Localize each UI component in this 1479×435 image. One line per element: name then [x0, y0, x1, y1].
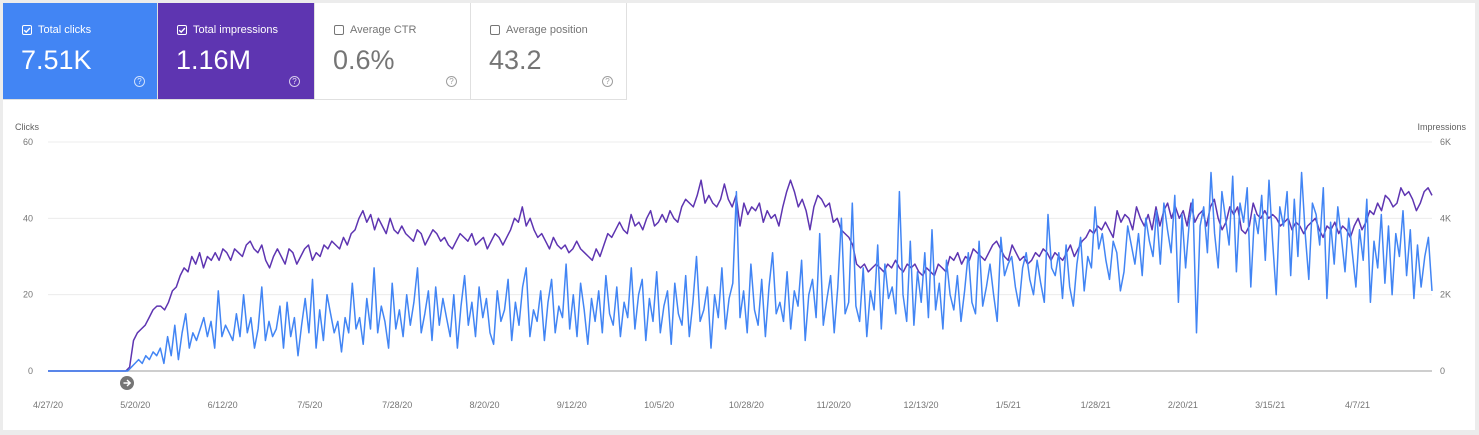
left-tick-label: 40 — [23, 213, 33, 223]
right-axis-title: Impressions — [1417, 122, 1466, 132]
x-tick-label: 6/12/20 — [208, 400, 238, 410]
x-tick-label: 3/15/21 — [1255, 400, 1285, 410]
total-clicks-checkbox[interactable] — [22, 25, 32, 35]
average-position-checkbox[interactable] — [490, 25, 500, 35]
series-line-clicks — [48, 171, 1433, 372]
x-tick-label: 4/7/21 — [1345, 400, 1370, 410]
arrow-right-icon[interactable] — [120, 376, 134, 390]
average-ctr-label: Average CTR — [350, 24, 417, 36]
right-tick-label: 6K — [1440, 137, 1451, 147]
total-impressions-value: 1.16M — [176, 45, 252, 75]
total-clicks-card[interactable]: Total clicks 7.51K ? — [3, 3, 158, 100]
metric-cards: Total clicks 7.51K ? Total impressions 1… — [3, 3, 627, 100]
x-tick-label: 1/5/21 — [996, 400, 1021, 410]
x-tick-label: 12/13/20 — [903, 400, 938, 410]
x-tick-label: 1/28/21 — [1081, 400, 1111, 410]
right-tick-label: 0 — [1440, 366, 1445, 376]
series-line-impressions — [48, 179, 1433, 372]
right-tick-label: 2K — [1440, 290, 1451, 300]
x-tick-label: 7/5/20 — [297, 400, 322, 410]
x-tick-label: 9/12/20 — [557, 400, 587, 410]
left-axis-title: Clicks — [15, 122, 39, 132]
x-tick-label: 10/28/20 — [729, 400, 764, 410]
x-tick-label: 11/20/20 — [817, 400, 851, 410]
average-position-card[interactable]: Average position 43.2 ? — [471, 3, 627, 100]
average-position-label: Average position — [506, 24, 588, 36]
x-tick-label: 4/27/20 — [33, 400, 63, 410]
left-tick-label: 0 — [28, 366, 33, 376]
performance-panel: Total clicks 7.51K ? Total impressions 1… — [3, 3, 1475, 430]
total-clicks-value: 7.51K — [21, 45, 92, 75]
help-icon[interactable]: ? — [602, 76, 613, 87]
average-ctr-card[interactable]: Average CTR 0.6% ? — [315, 3, 471, 100]
total-clicks-label: Total clicks — [38, 24, 92, 36]
total-impressions-checkbox[interactable] — [177, 25, 187, 35]
right-tick-label: 4K — [1440, 213, 1451, 223]
x-tick-label: 8/20/20 — [469, 400, 499, 410]
help-icon[interactable]: ? — [289, 76, 300, 87]
performance-chart: Clicks Impressions 0 0 20 2K 40 4K 60 6K 4/27/20 5/… — [15, 122, 1467, 410]
x-tick-label: 2/20/21 — [1168, 400, 1198, 410]
average-position-value: 43.2 — [489, 45, 542, 75]
help-icon[interactable]: ? — [134, 76, 145, 87]
total-impressions-card[interactable]: Total impressions 1.16M ? — [158, 3, 315, 100]
average-ctr-value: 0.6% — [333, 45, 395, 75]
checkmark-icon — [178, 27, 186, 34]
help-icon[interactable]: ? — [446, 76, 457, 87]
x-tick-label: 7/28/20 — [382, 400, 412, 410]
x-tick-label: 10/5/20 — [644, 400, 674, 410]
left-tick-label: 60 — [23, 137, 33, 147]
left-tick-label: 20 — [23, 290, 33, 300]
average-ctr-checkbox[interactable] — [334, 25, 344, 35]
checkmark-icon — [23, 27, 31, 34]
total-impressions-label: Total impressions — [193, 24, 278, 36]
x-tick-label: 5/20/20 — [120, 400, 150, 410]
